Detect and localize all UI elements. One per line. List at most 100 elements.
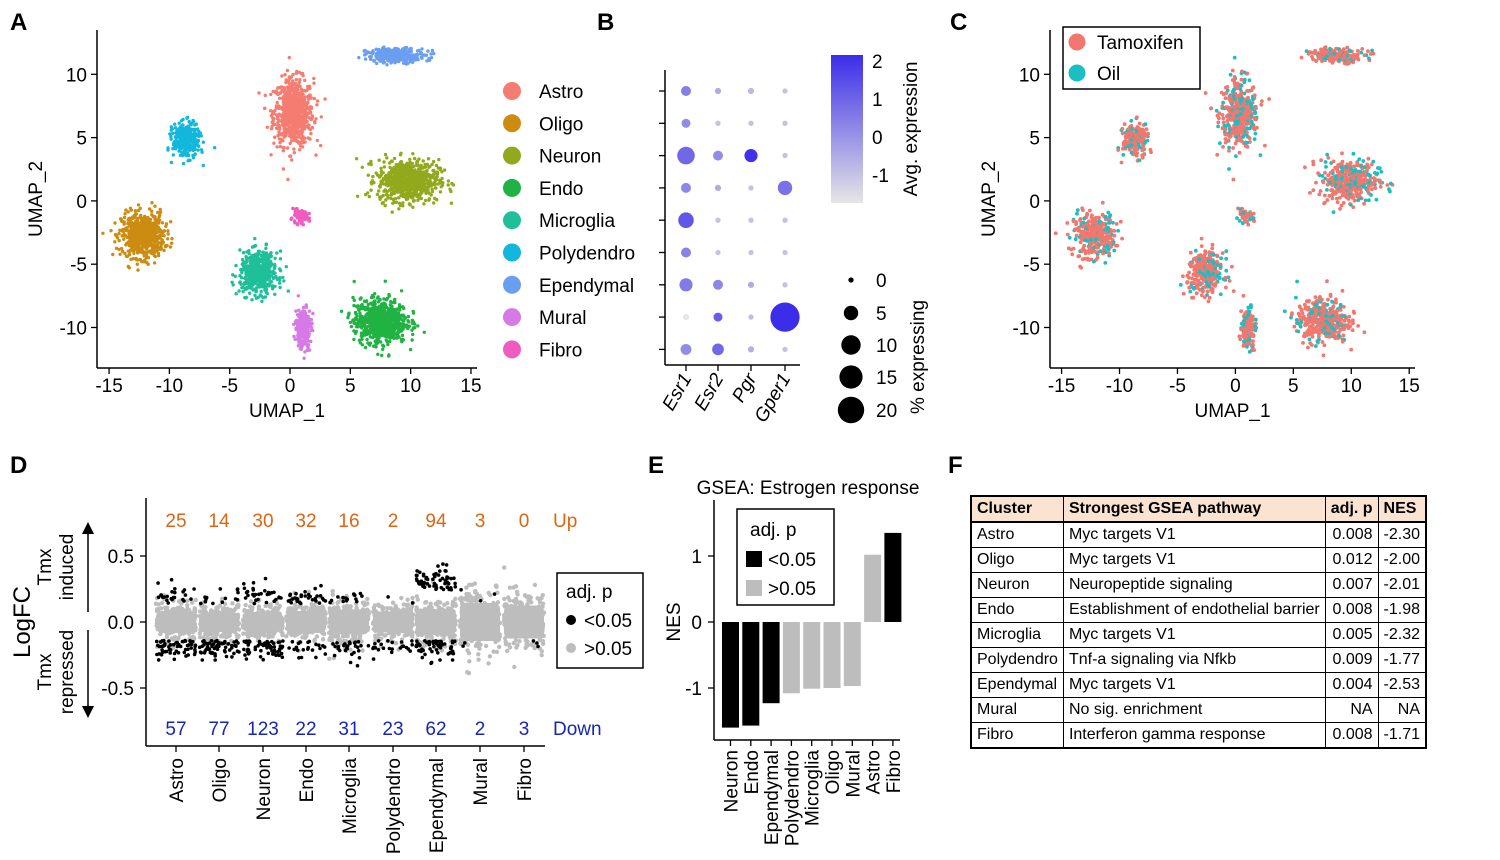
dot-gper1-microglia xyxy=(782,217,788,223)
scatter-point xyxy=(157,215,161,219)
scatter-point xyxy=(311,311,315,316)
legend-swatch-microglia xyxy=(503,211,521,230)
scatter-point xyxy=(410,321,415,325)
scatter-point xyxy=(410,338,414,342)
size-legend-dot xyxy=(837,396,865,424)
scatter-point xyxy=(279,132,283,136)
scatter-point xyxy=(245,286,249,290)
scatter-point xyxy=(264,259,268,264)
oil-point xyxy=(1232,55,1237,60)
scatter-point xyxy=(132,232,137,236)
scatter-point xyxy=(353,321,357,325)
scatter-point xyxy=(292,125,296,129)
dot-gper1-oligo xyxy=(782,120,788,126)
scatter-point xyxy=(310,321,314,326)
oil-point xyxy=(1233,121,1238,125)
scatter-point xyxy=(418,167,422,171)
scatter-point xyxy=(388,57,392,62)
dot-esr2-endo xyxy=(714,184,722,191)
scatter-point xyxy=(141,249,145,253)
scatter-point xyxy=(400,190,404,194)
scatter-point xyxy=(419,181,424,185)
scatter-point xyxy=(375,61,379,66)
scatter-point xyxy=(276,120,280,125)
scatter-point xyxy=(375,192,380,197)
scatter-point xyxy=(380,308,384,312)
scatter-point xyxy=(362,49,366,53)
scatter-point xyxy=(307,126,311,130)
scatter-point xyxy=(359,304,363,308)
scatter-point xyxy=(391,186,395,190)
oil-point xyxy=(1218,141,1222,146)
scatter-point xyxy=(434,163,439,168)
oil-point xyxy=(1216,124,1220,129)
scatter-point xyxy=(238,248,242,252)
scatter-point xyxy=(282,98,287,102)
legend-label-endo: Endo xyxy=(539,179,583,200)
scatter-point xyxy=(234,263,238,268)
scatter-point xyxy=(377,50,381,55)
scatter-point xyxy=(306,123,310,127)
scatter-point xyxy=(149,241,153,245)
scatter-point xyxy=(418,164,422,168)
tamoxifen-point xyxy=(1231,110,1236,115)
scatter-point xyxy=(284,133,288,137)
scatter-point xyxy=(282,130,286,134)
scatter-point xyxy=(384,198,388,202)
scatter-point xyxy=(253,293,257,297)
dot-esr2-astro xyxy=(714,87,722,95)
scatter-point xyxy=(382,45,386,49)
scatter-point xyxy=(128,237,132,241)
scatter-point xyxy=(158,241,163,245)
scatter-point xyxy=(275,115,280,119)
scatter-point xyxy=(408,167,413,171)
scatter-point xyxy=(430,48,435,53)
oil-point xyxy=(1232,97,1237,101)
oil-point xyxy=(1249,119,1254,124)
scatter-point xyxy=(277,124,281,128)
scatter-point xyxy=(391,197,396,202)
scatter-point xyxy=(388,187,393,191)
scatter-point xyxy=(410,59,415,63)
scatter-point xyxy=(264,275,269,280)
scatter-point xyxy=(264,264,269,268)
scatter-point xyxy=(410,328,414,332)
oil-point xyxy=(1227,167,1231,171)
scatter-point xyxy=(301,128,305,132)
color-scale-tick: 2 xyxy=(872,52,883,73)
scatter-point xyxy=(302,322,306,327)
tamoxifen-point xyxy=(1251,126,1256,131)
scatter-point xyxy=(156,251,161,255)
scatter-point xyxy=(305,88,309,92)
scatter-point xyxy=(251,272,255,276)
scatter-point xyxy=(275,100,279,105)
scatter-point xyxy=(117,231,121,236)
scatter-point xyxy=(282,111,287,115)
scatter-point xyxy=(283,73,287,77)
scatter-point xyxy=(359,296,363,300)
scatter-point xyxy=(354,312,358,316)
scatter-point xyxy=(387,178,391,182)
scatter-point xyxy=(278,257,283,261)
oil-point xyxy=(1243,140,1248,145)
scatter-point xyxy=(363,192,368,197)
scatter-point xyxy=(152,261,157,265)
cluster-mural-points xyxy=(292,294,315,360)
oil-point xyxy=(1234,135,1239,140)
scatter-point xyxy=(291,87,296,92)
scatter-point xyxy=(257,91,261,95)
legend-label-mural: Mural xyxy=(539,308,587,329)
scatter-point xyxy=(192,133,196,137)
scatter-point xyxy=(422,53,426,57)
scatter-point xyxy=(134,256,138,261)
scatter-point xyxy=(339,309,344,313)
dot-pgr-mural xyxy=(748,314,754,320)
scatter-point xyxy=(408,347,413,352)
scatter-point xyxy=(188,148,192,152)
scatter-point xyxy=(306,136,310,140)
scatter-point xyxy=(136,203,141,207)
scatter-point xyxy=(182,140,186,145)
scatter-point xyxy=(301,95,305,100)
scatter-point xyxy=(271,269,275,273)
